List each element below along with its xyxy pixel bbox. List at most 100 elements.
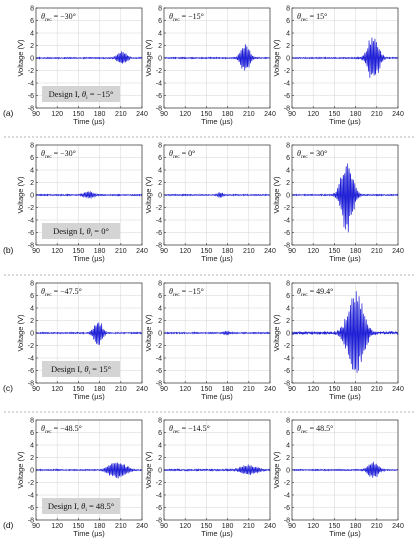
x-tick-label: 180 — [350, 386, 362, 393]
chart-panel-d3: 90 120 150 180 210 240 -8 -6 -4 -2 0 2 4 6 8 Time (µs) V… — [272, 417, 404, 538]
theta-rec-annotation: θrec = 30° — [297, 149, 327, 160]
x-tick-label: 120 — [51, 248, 63, 255]
y-tick-label: -6 — [28, 230, 34, 237]
y-tick-label: 2 — [30, 180, 34, 187]
y-axis-label: Voltage (V) — [16, 314, 25, 352]
x-tick-label: 150 — [329, 523, 341, 530]
x-tick-label: 150 — [73, 386, 85, 393]
x-axis-label: Time (µs) — [201, 254, 233, 263]
y-tick-label: 6 — [158, 430, 162, 437]
x-axis-label: Time (µs) — [73, 392, 105, 401]
y-tick-label: 2 — [158, 455, 162, 462]
chart-panel-d2: 90 120 150 180 210 240 -8 -6 -4 -2 0 2 4 6 8 Time (µs) V… — [144, 417, 276, 538]
y-tick-label: -4 — [28, 217, 34, 224]
row-label: (c) — [3, 383, 13, 393]
signal-trace — [35, 462, 143, 479]
y-tick-label: 6 — [158, 155, 162, 162]
x-tick-label: 210 — [371, 523, 383, 530]
signal-trace — [291, 291, 399, 374]
y-tick-label: 2 — [158, 43, 162, 50]
y-tick-label: -2 — [284, 205, 290, 212]
y-tick-label: -2 — [156, 68, 162, 75]
x-tick-label: 120 — [307, 386, 319, 393]
x-tick-label: 240 — [392, 248, 404, 255]
theta-rec-annotation: θrec = 15° — [297, 12, 327, 23]
signal-trace — [163, 44, 271, 71]
x-tick-label: 90 — [288, 523, 296, 530]
y-axis-label: Voltage (V) — [144, 451, 153, 489]
y-tick-label: 4 — [30, 305, 34, 312]
signal-trace — [35, 190, 143, 200]
chart-panel-b3: 90 120 150 180 210 240 -8 -6 -4 -2 0 2 4 6 8 Time (µs) V… — [272, 142, 404, 263]
signal-trace — [35, 51, 143, 65]
y-tick-label: 8 — [30, 5, 34, 12]
y-tick-label: -8 — [156, 380, 162, 387]
y-tick-label: 6 — [286, 18, 290, 25]
row-label: (a) — [3, 108, 14, 118]
y-tick-label: 0 — [286, 467, 290, 474]
y-tick-label: 2 — [158, 180, 162, 187]
theta-rec-annotation: θrec = 48.5° — [297, 424, 333, 435]
design-label-box — [42, 498, 120, 514]
signal-trace — [163, 330, 271, 336]
y-tick-label: -8 — [284, 242, 290, 249]
theta-rec-annotation: θrec = −14.5° — [169, 424, 210, 435]
x-tick-label: 180 — [222, 386, 234, 393]
x-tick-label: 150 — [73, 523, 85, 530]
x-tick-label: 90 — [160, 248, 168, 255]
x-tick-label: 150 — [73, 248, 85, 255]
x-tick-label: 240 — [136, 386, 148, 393]
x-tick-label: 240 — [392, 523, 404, 530]
design-label-box — [42, 86, 120, 102]
x-tick-label: 120 — [179, 111, 191, 118]
y-tick-label: 6 — [158, 18, 162, 25]
y-tick-label: -6 — [28, 93, 34, 100]
y-axis-label: Voltage (V) — [272, 176, 281, 214]
x-tick-label: 150 — [201, 111, 213, 118]
y-tick-label: -8 — [28, 242, 34, 249]
y-tick-label: -4 — [28, 492, 34, 499]
y-tick-label: 6 — [30, 18, 34, 25]
x-tick-label: 240 — [264, 248, 276, 255]
x-tick-label: 210 — [243, 386, 255, 393]
x-tick-label: 120 — [179, 523, 191, 530]
y-tick-label: -4 — [156, 492, 162, 499]
chart-panel-a2: 90 120 150 180 210 240 -8 -6 -4 -2 0 2 4 6 8 Time (µs) V… — [144, 5, 276, 126]
design-label-box — [42, 223, 120, 239]
x-tick-label: 90 — [160, 111, 168, 118]
y-tick-label: -6 — [284, 505, 290, 512]
y-tick-label: -4 — [284, 492, 290, 499]
y-tick-label: -2 — [284, 480, 290, 487]
x-tick-label: 240 — [136, 523, 148, 530]
theta-rec-annotation: θrec = −15° — [169, 12, 204, 23]
y-tick-label: -4 — [156, 80, 162, 87]
theta-rec-annotation: θrec = −30° — [41, 149, 76, 160]
x-tick-label: 180 — [222, 111, 234, 118]
theta-rec-annotation: θrec = −47.5° — [41, 287, 82, 298]
chart-panel-c2: 90 120 150 180 210 240 -8 -6 -4 -2 0 2 4 6 8 Time (µs) V… — [144, 280, 276, 401]
y-tick-label: 4 — [158, 30, 162, 37]
x-tick-label: 120 — [307, 523, 319, 530]
y-tick-label: 0 — [286, 330, 290, 337]
x-axis-label: Time (µs) — [329, 117, 361, 126]
theta-rec-annotation: θrec = −48.5° — [41, 424, 82, 435]
y-tick-label: 0 — [30, 55, 34, 62]
y-tick-label: -4 — [284, 217, 290, 224]
x-tick-label: 210 — [115, 248, 127, 255]
x-tick-label: 180 — [350, 111, 362, 118]
x-tick-label: 240 — [264, 386, 276, 393]
x-tick-label: 90 — [288, 248, 296, 255]
x-axis-label: Time (µs) — [73, 117, 105, 126]
y-tick-label: -8 — [28, 380, 34, 387]
chart-panel-c1: 90 120 150 180 210 240 -8 -6 -4 -2 0 2 4 6 8 Time (µs) V… — [3, 280, 148, 401]
x-tick-label: 90 — [32, 111, 40, 118]
x-tick-label: 120 — [179, 386, 191, 393]
y-tick-label: -4 — [28, 80, 34, 87]
y-tick-label: -2 — [28, 68, 34, 75]
y-tick-label: 2 — [286, 318, 290, 325]
y-tick-label: -6 — [156, 505, 162, 512]
chart-panel-a1: 90 120 150 180 210 240 -8 -6 -4 -2 0 2 4 6 8 Time (µs) V… — [3, 5, 148, 126]
y-tick-label: 4 — [158, 442, 162, 449]
y-tick-label: 2 — [30, 43, 34, 50]
y-tick-label: -8 — [284, 380, 290, 387]
